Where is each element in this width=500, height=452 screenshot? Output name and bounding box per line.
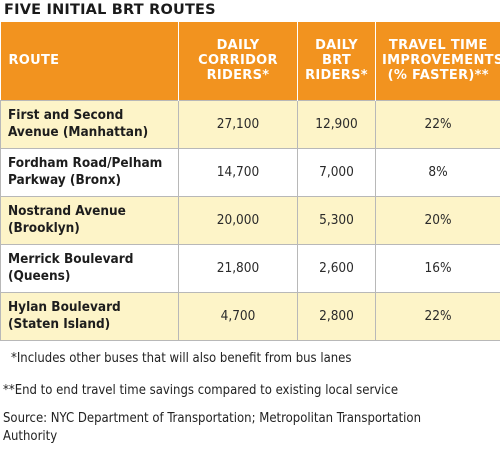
footnote-single-asterisk: *Includes other buses that will also ben… — [11, 351, 352, 366]
travel-time-improvement: 16% — [375, 243, 500, 293]
corridor-riders: 14,700 — [178, 147, 298, 197]
table-row: Hylan Boulevard (Staten Island) 4,700 2,… — [0, 291, 500, 341]
route-name: Merrick Boulevard (Queens) — [0, 243, 179, 293]
corridor-riders: 21,800 — [178, 243, 298, 293]
column-header-brt-riders: DAILY BRT RIDERS* — [297, 22, 376, 100]
corridor-riders: 4,700 — [178, 291, 298, 341]
travel-time-improvement: 8% — [375, 147, 500, 197]
footnote-double-asterisk: **End to end travel time savings compare… — [3, 383, 399, 398]
column-header-travel-time: TRAVEL TIME IMPROVEMENTS (% FASTER)** — [375, 22, 500, 100]
brt-riders: 2,800 — [297, 291, 376, 341]
brt-riders: 5,300 — [297, 195, 376, 245]
source-credit: Source: NYC Department of Transportation… — [3, 411, 421, 444]
brt-routes-table: ROUTE DAILY CORRIDOR RIDERS* DAILY BRT R… — [0, 22, 500, 341]
table-title: FIVE INITIAL BRT ROUTES — [4, 2, 216, 18]
brt-riders: 12,900 — [297, 99, 376, 149]
corridor-riders: 20,000 — [178, 195, 298, 245]
table-header-row: ROUTE DAILY CORRIDOR RIDERS* DAILY BRT R… — [0, 22, 500, 100]
column-header-route: ROUTE — [0, 22, 179, 100]
travel-time-improvement: 22% — [375, 291, 500, 341]
table-row: Fordham Road/Pelham Parkway (Bronx) 14,7… — [0, 147, 500, 197]
brt-riders: 7,000 — [297, 147, 376, 197]
column-header-corridor-riders: DAILY CORRIDOR RIDERS* — [178, 22, 298, 100]
route-name: First and Second Avenue (Manhattan) — [0, 99, 179, 149]
corridor-riders: 27,100 — [178, 99, 298, 149]
table-row: Merrick Boulevard (Queens) 21,800 2,600 … — [0, 243, 500, 293]
table-row: Nostrand Avenue (Brooklyn) 20,000 5,300 … — [0, 195, 500, 245]
route-name: Fordham Road/Pelham Parkway (Bronx) — [0, 147, 179, 197]
route-name: Hylan Boulevard (Staten Island) — [0, 291, 179, 341]
route-name: Nostrand Avenue (Brooklyn) — [0, 195, 179, 245]
travel-time-improvement: 20% — [375, 195, 500, 245]
travel-time-improvement: 22% — [375, 99, 500, 149]
table-row: First and Second Avenue (Manhattan) 27,1… — [0, 99, 500, 149]
brt-riders: 2,600 — [297, 243, 376, 293]
